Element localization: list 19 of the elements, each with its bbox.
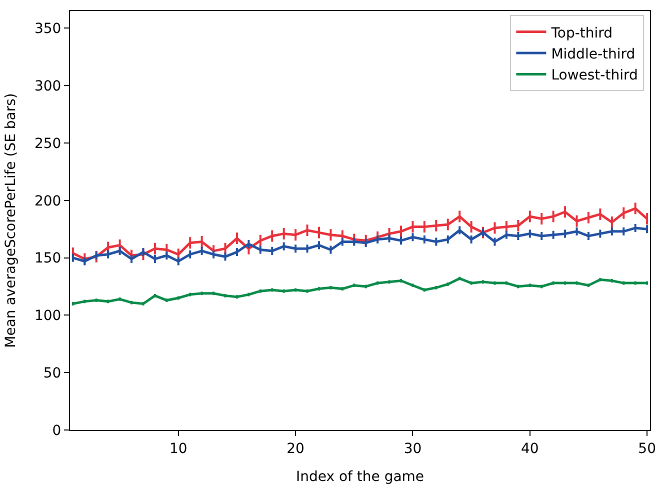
- x-tick-label: 20: [286, 440, 304, 457]
- y-tick-label: 100: [34, 308, 62, 324]
- y-tick-label: 300: [34, 78, 62, 95]
- line-series: [72, 226, 648, 262]
- y-tick-label: 0: [52, 422, 62, 439]
- x-axis-title: Index of the game: [296, 469, 424, 486]
- y-tick-label: 250: [34, 136, 62, 152]
- x-tick-label: 30: [404, 440, 422, 457]
- legend-label: Top-third: [550, 25, 613, 42]
- x-tick-label: 10: [169, 440, 188, 457]
- y-tick-label: 350: [34, 21, 62, 38]
- legend-label: Middle-third: [551, 46, 636, 62]
- legend-label: Lowest-third: [551, 68, 638, 84]
- y-axis-title: Mean averageScorePerLife (SE bars): [3, 93, 20, 348]
- y-tick-label: 200: [34, 193, 62, 210]
- y-tick-label: 50: [43, 366, 62, 382]
- x-tick-label: 50: [638, 440, 656, 457]
- y-tick-label: 150: [34, 250, 62, 267]
- x-tick-label: 40: [520, 440, 539, 457]
